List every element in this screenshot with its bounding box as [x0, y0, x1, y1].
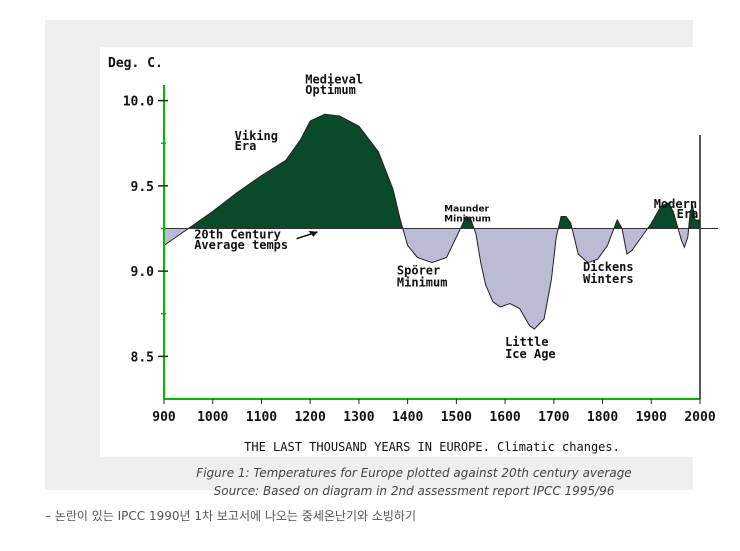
y-tick-label: 8.5 [131, 350, 154, 365]
cold-anomaly-area [164, 228, 691, 330]
x-tick-label: 1200 [295, 410, 326, 425]
annotation-label: Optimum [305, 83, 356, 97]
annotation-label: Little [505, 335, 548, 349]
x-tick-label: 1500 [441, 410, 472, 425]
temperature-line [163, 113, 700, 330]
annotation-label: Modern [654, 197, 697, 211]
annotation-label: Winters [583, 272, 634, 286]
annotation-label: Spörer [397, 264, 440, 278]
figure-caption: Figure 1: Temperatures for Europe plotte… [90, 464, 738, 500]
x-tick-label: 1100 [246, 410, 277, 425]
temperature-chart: 10.0 9.5 9.0 8.5 900 1000 1100 1200 1300 1400 1500… [108, 56, 718, 454]
caption-line-2: Source: Based on diagram in 2nd assessme… [213, 484, 615, 498]
annotation-label: Maunder [444, 204, 489, 214]
figure-panel: 10.0 9.5 9.0 8.5 900 1000 1100 1200 1300 1400 1500… [45, 20, 730, 498]
annotation-label: 20th Century [194, 228, 281, 242]
chart-area: 10.0 9.5 9.0 8.5 900 1000 1100 1200 1300 1400 1500… [100, 47, 730, 457]
x-tick-label: 900 [152, 410, 176, 425]
y-tick-label: 9.5 [131, 180, 154, 195]
annotation-label: Ice Age [505, 347, 556, 361]
warm-anomaly-area [188, 114, 700, 229]
annotation-label: Medieval [305, 73, 363, 87]
annotation-label: Era [235, 139, 257, 153]
x-tick-label: 1300 [343, 410, 374, 425]
x-tick-label: 1600 [489, 410, 520, 425]
annotation-label: Era [677, 207, 699, 221]
y-tick-label: 10.0 [123, 95, 154, 110]
x-tick-label: 1400 [392, 410, 423, 425]
annotation-arrowhead [308, 230, 318, 237]
x-tick-label: 1800 [587, 410, 618, 425]
y-tick-label: 9.0 [131, 265, 155, 280]
caption-line-1: Figure 1: Temperatures for Europe plotte… [196, 466, 632, 480]
annotation-label: Minimum [444, 215, 491, 225]
annotation-label: Viking [235, 129, 278, 143]
annotation-label: Minimum [397, 275, 448, 289]
x-tick-label: 2000 [684, 410, 715, 425]
x-tick-label: 1000 [197, 410, 228, 425]
x-tick-label: 1700 [538, 410, 569, 425]
chart-title: THE LAST THOUSAND YEARS IN EUROPE. Clima… [244, 440, 620, 454]
x-tick-label: 1900 [636, 410, 667, 425]
korean-description: – 논란이 있는 IPCC 1990년 1차 보고서에 나오는 중세온난기와 소… [45, 509, 416, 523]
y-axis-title: Deg. C. [108, 56, 163, 71]
annotation-label: Dickens [583, 260, 634, 274]
annotation-label: Average temps [194, 238, 288, 252]
